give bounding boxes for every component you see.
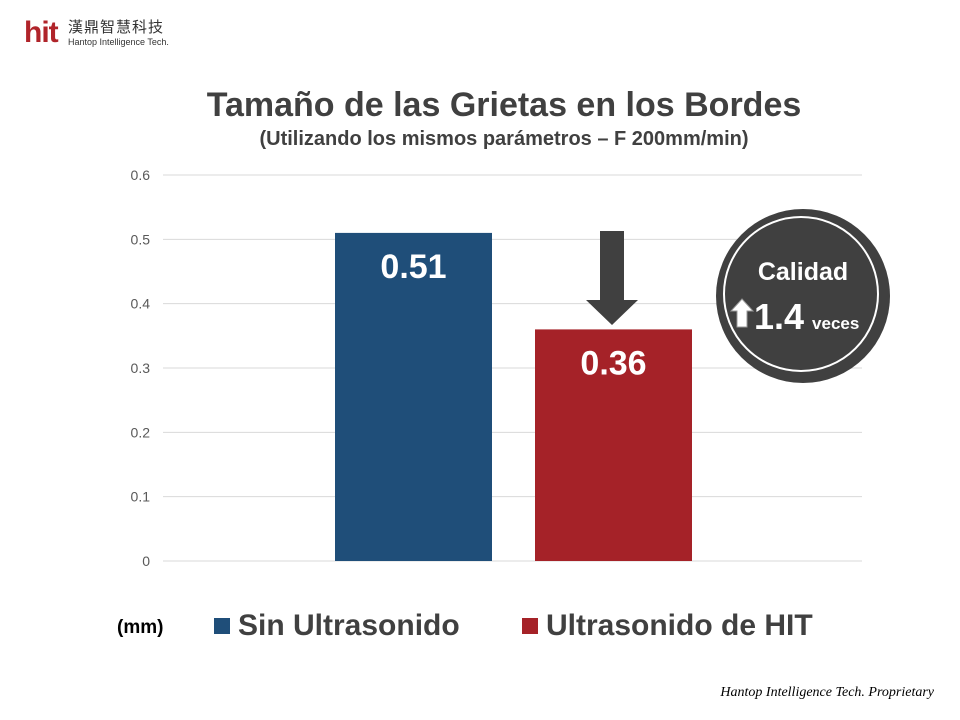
logo-chinese: 漢鼎智慧科技	[68, 19, 165, 36]
y-tick-label: 0.5	[131, 231, 151, 247]
footer-proprietary: Hantop Intelligence Tech. Proprietary	[720, 685, 934, 700]
down-arrow-icon	[586, 231, 638, 325]
up-arrow-icon	[730, 298, 754, 328]
legend-item-sin-ultrasonido: Sin Ultrasonido	[214, 609, 460, 643]
logo-english: Hantop Intelligence Tech.	[68, 37, 169, 47]
bar-data-label: 0.51	[380, 248, 446, 286]
badge-title: Calidad	[757, 258, 849, 286]
badge-unit: veces	[812, 314, 860, 333]
bar-0	[335, 232, 492, 561]
badge-ring	[723, 216, 879, 372]
y-tick-label: 0.2	[131, 424, 151, 440]
legend-item-ultrasonido-hit: Ultrasonido de HIT	[522, 609, 813, 643]
badge-value-row: 1.4 veces	[730, 296, 859, 338]
bar-data-label: 0.36	[580, 344, 646, 382]
y-unit-label: (mm)	[117, 617, 164, 638]
chart-subtitle: (Utilizando los mismos parámetros – F 20…	[259, 128, 749, 150]
legend-swatch	[522, 618, 538, 634]
legend-label: Ultrasonido de HIT	[546, 609, 813, 642]
y-tick-label: 0.3	[131, 360, 151, 376]
y-tick-label: 0.1	[131, 489, 151, 505]
y-tick-label: 0	[142, 553, 150, 569]
badge-value: 1.4	[754, 296, 805, 337]
legend-swatch	[214, 618, 230, 634]
logo-mark: hit	[24, 16, 59, 49]
y-tick-label: 0.6	[131, 167, 151, 183]
bar-1	[535, 329, 692, 561]
y-tick-label: 0.4	[131, 296, 151, 312]
legend-label: Sin Ultrasonido	[238, 609, 460, 642]
chart-title: Tamaño de las Grietas en los Bordes	[206, 86, 802, 124]
